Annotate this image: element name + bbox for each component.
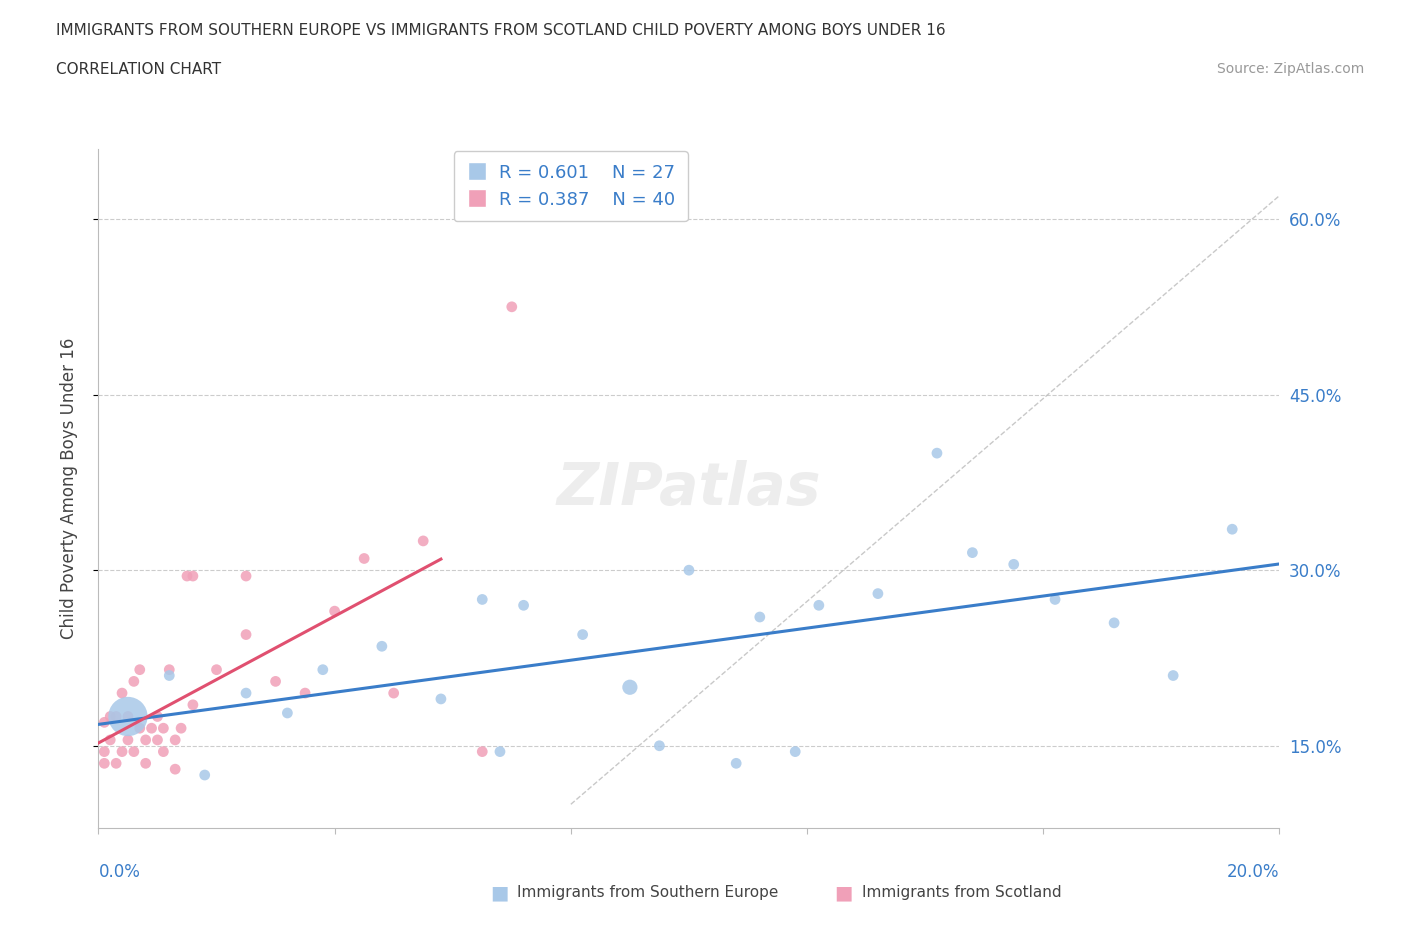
Point: [1043, 592, 1066, 607]
Point: [962, 545, 984, 560]
Point: [111, 744, 134, 759]
Point: [117, 709, 139, 724]
Point: [135, 733, 157, 748]
Point: [181, 568, 204, 583]
Point: [512, 598, 534, 613]
Text: 20.0%: 20.0%: [1227, 863, 1279, 881]
Point: [235, 568, 257, 583]
Point: [176, 568, 198, 583]
Point: [1002, 557, 1025, 572]
Point: [157, 668, 180, 683]
Point: [152, 744, 174, 759]
Text: ■: ■: [834, 884, 853, 902]
Point: [170, 721, 193, 736]
Point: [371, 639, 394, 654]
Point: [471, 744, 494, 759]
Y-axis label: Child Poverty Among Boys Under 16: Child Poverty Among Boys Under 16: [59, 338, 77, 639]
Point: [925, 445, 948, 460]
Point: [105, 709, 128, 724]
Point: [323, 604, 346, 618]
Point: [122, 744, 145, 759]
Point: [678, 563, 700, 578]
Point: [93, 756, 115, 771]
Point: [111, 685, 134, 700]
Point: [866, 586, 889, 601]
Point: [205, 662, 228, 677]
Point: [571, 627, 593, 642]
Point: [122, 674, 145, 689]
Point: [98, 733, 121, 748]
Point: [430, 692, 453, 707]
Point: [785, 744, 807, 759]
Point: [235, 627, 257, 642]
Text: Immigrants from Southern Europe: Immigrants from Southern Europe: [517, 885, 779, 900]
Point: [264, 674, 287, 689]
Point: [105, 756, 128, 771]
Point: [128, 721, 150, 736]
Point: [382, 685, 405, 700]
Point: [98, 709, 121, 724]
Point: [353, 551, 375, 566]
Point: [128, 662, 150, 677]
Point: [93, 715, 115, 730]
Point: [152, 721, 174, 736]
Point: [748, 609, 770, 624]
Point: [146, 733, 169, 748]
Point: [157, 662, 180, 677]
Point: [294, 685, 316, 700]
Point: [165, 762, 187, 777]
Point: [807, 598, 830, 613]
Point: [501, 299, 523, 314]
Point: [1161, 668, 1184, 683]
Point: [471, 592, 494, 607]
Text: Immigrants from Scotland: Immigrants from Scotland: [862, 885, 1062, 900]
Point: [117, 733, 139, 748]
Point: [141, 721, 163, 736]
Text: 0.0%: 0.0%: [98, 863, 141, 881]
Text: ■: ■: [489, 884, 509, 902]
Point: [146, 709, 169, 724]
Text: CORRELATION CHART: CORRELATION CHART: [56, 62, 221, 77]
Point: [135, 756, 157, 771]
Point: [117, 709, 139, 724]
Point: [648, 738, 671, 753]
Point: [276, 706, 298, 721]
Point: [489, 744, 512, 759]
Point: [412, 534, 434, 549]
Point: [1220, 522, 1243, 537]
Point: [194, 767, 217, 782]
Point: [312, 662, 335, 677]
Point: [165, 733, 187, 748]
Point: [1102, 616, 1125, 631]
Point: [93, 744, 115, 759]
Text: ZIPatlas: ZIPatlas: [557, 459, 821, 517]
Point: [181, 698, 204, 712]
Point: [725, 756, 748, 771]
Point: [619, 680, 641, 695]
Text: Source: ZipAtlas.com: Source: ZipAtlas.com: [1216, 62, 1364, 76]
Point: [235, 685, 257, 700]
Text: IMMIGRANTS FROM SOUTHERN EUROPE VS IMMIGRANTS FROM SCOTLAND CHILD POVERTY AMONG : IMMIGRANTS FROM SOUTHERN EUROPE VS IMMIG…: [56, 23, 946, 38]
Legend: R = 0.601    N = 27, R = 0.387    N = 40: R = 0.601 N = 27, R = 0.387 N = 40: [454, 151, 688, 221]
